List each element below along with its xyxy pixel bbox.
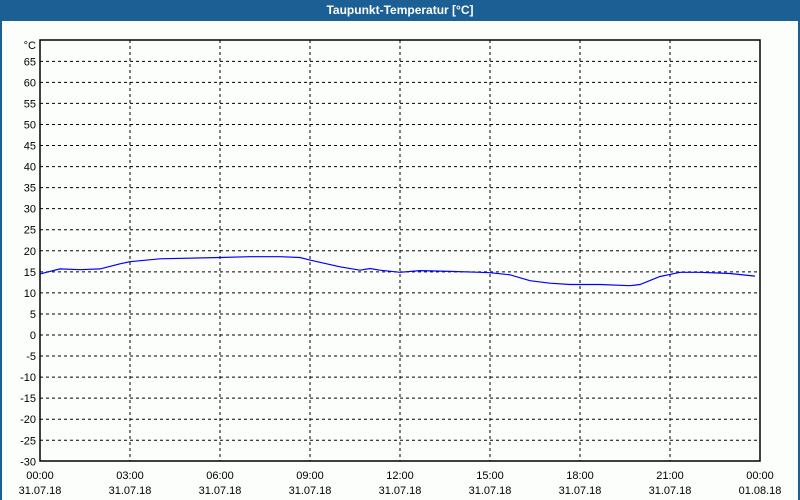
y-tick-label: 50 xyxy=(24,119,36,131)
y-tick-label: 40 xyxy=(24,162,36,174)
x-tick-time: 15:00 xyxy=(476,470,504,482)
x-tick-date: 31.07.18 xyxy=(379,485,422,497)
x-tick-date: 31.07.18 xyxy=(469,485,512,497)
x-tick-date: 31.07.18 xyxy=(649,485,692,497)
y-tick-label: -30 xyxy=(20,456,36,468)
x-tick-date: 31.07.18 xyxy=(109,485,152,497)
x-tick-time: 18:00 xyxy=(566,470,594,482)
y-tick-label: 60 xyxy=(24,77,36,89)
y-tick-label: 0 xyxy=(30,330,36,342)
y-tick-label: 25 xyxy=(24,225,36,237)
y-tick-label: 5 xyxy=(30,309,36,321)
y-tick-label: -20 xyxy=(20,414,36,426)
y-tick-label: 30 xyxy=(24,204,36,216)
x-tick-time: 06:00 xyxy=(206,470,234,482)
y-tick-label: -5 xyxy=(26,351,36,363)
x-tick-date: 01.08.18 xyxy=(739,485,782,497)
y-tick-label: 35 xyxy=(24,183,36,195)
x-tick-time: 09:00 xyxy=(296,470,324,482)
y-tick-label: 65 xyxy=(24,56,36,68)
y-tick-label: 20 xyxy=(24,246,36,258)
x-tick-time: 00:00 xyxy=(26,470,54,482)
y-tick-label: 10 xyxy=(24,288,36,300)
x-tick-time: 03:00 xyxy=(116,470,144,482)
x-tick-time: 00:00 xyxy=(746,470,774,482)
x-tick-time: 21:00 xyxy=(656,470,684,482)
y-tick-label: 45 xyxy=(24,141,36,153)
x-tick-date: 31.07.18 xyxy=(289,485,332,497)
y-tick-label: -10 xyxy=(20,372,36,384)
y-tick-label: 15 xyxy=(24,267,36,279)
x-tick-date: 31.07.18 xyxy=(559,485,602,497)
y-tick-label: -15 xyxy=(20,393,36,405)
y-tick-label: -25 xyxy=(20,435,36,447)
plot-frame xyxy=(39,39,761,462)
window-title: Taupunkt-Temperatur [°C] xyxy=(0,0,800,20)
x-tick-date: 31.07.18 xyxy=(199,485,242,497)
x-tick-date: 31.07.18 xyxy=(19,485,62,497)
y-tick-label: 55 xyxy=(24,98,36,110)
dewpoint-series-line xyxy=(39,256,756,287)
y-axis-label: °C xyxy=(24,40,36,52)
x-tick-time: 12:00 xyxy=(386,470,414,482)
